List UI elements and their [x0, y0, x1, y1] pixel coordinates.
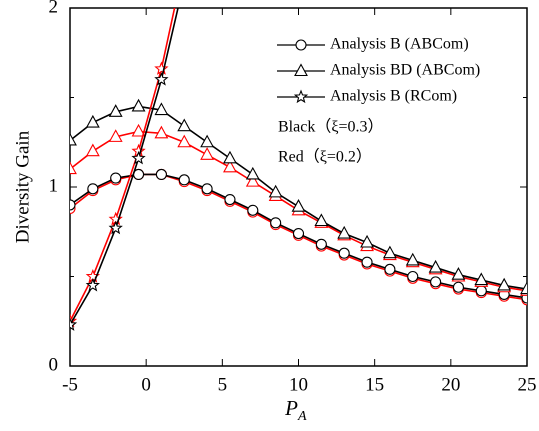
- y-tick-label: 1: [49, 175, 59, 196]
- marker: [154, 125, 169, 139]
- marker: [337, 225, 352, 239]
- marker: [70, 132, 77, 146]
- marker: [70, 161, 77, 175]
- marker: [200, 147, 215, 160]
- x-tick-label: 20: [441, 374, 460, 395]
- marker: [382, 245, 397, 259]
- marker: [405, 252, 420, 266]
- y-tick-label: 0: [49, 354, 59, 375]
- marker: [314, 213, 329, 227]
- marker: [178, 174, 190, 186]
- marker: [360, 234, 374, 248]
- marker: [245, 173, 260, 187]
- marker: [294, 63, 308, 77]
- marker: [270, 217, 282, 229]
- marker: [85, 277, 100, 292]
- marker: [108, 129, 123, 142]
- marker: [201, 183, 213, 195]
- series-line: [70, 8, 179, 326]
- marker: [293, 89, 309, 104]
- marker: [315, 238, 327, 250]
- marker: [452, 281, 465, 293]
- marker: [428, 259, 443, 273]
- marker: [245, 166, 260, 180]
- marker: [407, 270, 419, 283]
- series-line: [70, 8, 176, 322]
- marker: [70, 317, 78, 331]
- marker: [223, 159, 237, 173]
- y-axis-label: Diversity Gain: [12, 130, 33, 243]
- marker: [475, 285, 487, 297]
- x-axis-label-subscript: A: [297, 409, 307, 424]
- marker: [430, 276, 442, 288]
- marker: [85, 143, 100, 157]
- marker: [131, 150, 146, 165]
- legend-label: Analysis B (ABCom): [330, 36, 469, 53]
- marker: [154, 61, 169, 75]
- marker: [361, 256, 373, 268]
- x-tick-label: 25: [518, 374, 537, 395]
- marker: [247, 204, 259, 216]
- marker: [338, 247, 350, 259]
- marker: [155, 168, 167, 181]
- marker: [131, 123, 146, 137]
- marker: [87, 183, 99, 195]
- marker: [85, 114, 100, 128]
- marker: [70, 199, 76, 211]
- marker: [154, 102, 169, 116]
- x-tick-label: -5: [62, 374, 78, 395]
- y-tick-label: 2: [49, 0, 59, 17]
- legend-label: Analysis BD (ABCom): [330, 62, 480, 79]
- x-tick-label: 15: [365, 374, 384, 395]
- x-axis-label: P: [284, 396, 298, 420]
- legend-label: Analysis B (RCom): [330, 88, 457, 105]
- x-tick-label: 5: [218, 374, 228, 395]
- marker: [131, 98, 146, 112]
- marker: [110, 172, 122, 184]
- marker: [177, 118, 192, 132]
- plot-area: [70, 8, 527, 331]
- annotation: Red（ξ=0.2）: [278, 148, 372, 166]
- marker: [295, 39, 307, 51]
- x-tick-label: 10: [289, 374, 308, 395]
- marker: [497, 277, 512, 291]
- annotation: Black（ξ=0.3）: [278, 118, 383, 136]
- x-tick-label: 0: [141, 374, 151, 395]
- marker: [451, 267, 466, 280]
- marker: [268, 184, 283, 198]
- marker: [384, 263, 396, 275]
- marker: [177, 134, 192, 148]
- marker: [292, 227, 305, 240]
- marker: [223, 150, 237, 164]
- marker: [200, 134, 215, 148]
- marker: [108, 104, 123, 117]
- marker: [291, 199, 306, 212]
- marker: [224, 193, 236, 206]
- marker: [474, 272, 489, 286]
- marker: [154, 72, 169, 86]
- marker: [520, 281, 527, 295]
- marker: [108, 220, 123, 235]
